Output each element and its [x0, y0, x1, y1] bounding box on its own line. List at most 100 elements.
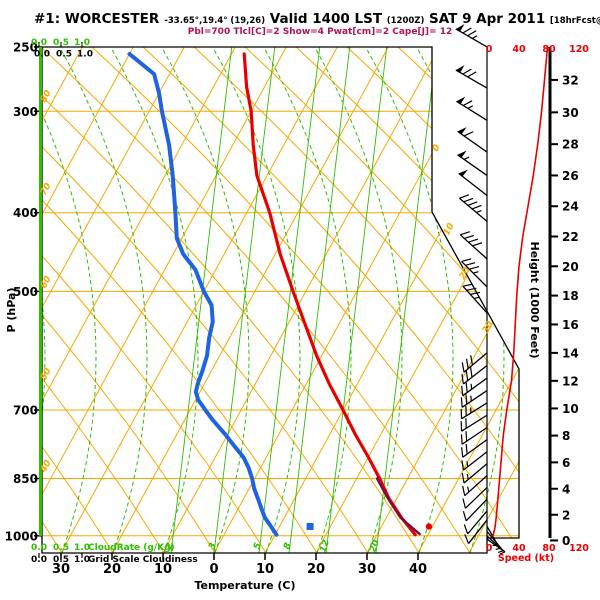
wind-barb-feather — [463, 524, 469, 535]
plot-frame — [34, 42, 520, 560]
speed-tick-label-top: 40 — [512, 44, 526, 55]
cloud-black-tick-bottom: 0.5 — [53, 555, 69, 565]
wind-barb-feather — [467, 201, 478, 206]
temperature-tick-label: 10 — [154, 562, 172, 577]
isotherm-line — [42, 47, 287, 553]
wind-barb-feather — [465, 370, 469, 381]
wind-barb — [486, 538, 506, 553]
wind-barb-feather — [463, 131, 474, 137]
dewpoint-curve — [127, 51, 279, 537]
wind-barb-flag — [455, 65, 465, 73]
valid-time: Valid 1400 LST — [265, 11, 387, 27]
temperature-axis-title: Temperature (C) — [194, 579, 295, 592]
wind-barb — [461, 426, 488, 445]
height-tick-label: 2 — [562, 508, 570, 522]
pressure-tick-label: 700 — [13, 404, 38, 418]
dry-adiabat-line — [42, 47, 165, 553]
wind-barb-feather — [461, 385, 464, 396]
wind-barb — [464, 475, 488, 497]
wind-barb-feather — [462, 485, 466, 496]
height-axis-title: Height (1000 Feet) — [528, 242, 541, 359]
parcel-overlay-curve — [375, 477, 421, 536]
height-tick-label: 22 — [562, 230, 579, 244]
wind-barb-feather — [460, 397, 463, 408]
wind-barb-feather — [462, 100, 473, 107]
cloud-green-tick-top: 1.0 — [74, 38, 90, 48]
wind-barb-half-feather — [473, 271, 479, 274]
temperature-tick-label: 20 — [307, 562, 325, 577]
temperature-tick-label: 30 — [358, 562, 376, 577]
wind-barb — [456, 100, 488, 121]
moist-adiabat-line — [42, 47, 97, 553]
height-tick-label: 16 — [562, 318, 579, 332]
wind-barb — [464, 486, 488, 509]
pressure-tick-label: 300 — [13, 105, 38, 119]
temperature-tick-label: 0 — [209, 562, 218, 577]
dry-adiabat-line — [42, 47, 369, 553]
surface-temp-dot — [425, 523, 433, 530]
height-tick-label: 30 — [562, 106, 579, 120]
wind-barb-feather — [461, 460, 464, 471]
cloud-black-tick-bottom: 0.0 — [31, 555, 47, 565]
wind-barb — [461, 390, 488, 408]
wind-barb-feather — [465, 394, 468, 405]
station-name: WORCESTER — [64, 11, 160, 27]
cloud-green-tick-top: 0.5 — [53, 38, 69, 48]
wind-barb-flag — [457, 150, 467, 158]
wind-barb-feather — [465, 262, 476, 266]
height-tick-label: 0 — [562, 534, 570, 548]
wind-barb-feather — [471, 204, 482, 210]
wind-barb-feather — [459, 194, 470, 199]
height-tick-label: 24 — [562, 200, 579, 214]
height-tick-label: 6 — [562, 456, 570, 470]
frame-outline — [41, 46, 520, 554]
surface-dewpoint-square — [306, 522, 314, 530]
wind-barb-feather — [465, 358, 469, 369]
dry-adiabat-line — [42, 47, 318, 553]
station-prefix: #1: — [34, 11, 65, 27]
moist-adiabat-line — [263, 47, 352, 553]
wind-barb-feather — [462, 27, 472, 34]
height-tick-label: 28 — [562, 138, 579, 152]
wind-barb-feather — [461, 362, 465, 373]
wind-barb — [462, 365, 488, 385]
wind-barb — [467, 510, 488, 535]
moist-adiabat-line — [59, 47, 148, 553]
dry-adiabat-line — [42, 47, 267, 553]
sounding-curves — [127, 51, 421, 537]
dry-adiabat-line — [142, 47, 519, 553]
mixing-ratio-label: 20 — [368, 539, 382, 554]
dry-adiabat-line — [42, 47, 420, 553]
wind-barb-feather — [464, 234, 475, 240]
wind-barb — [459, 234, 488, 260]
wind-barb-flag — [458, 169, 468, 177]
wind-barb — [455, 28, 488, 48]
wind-barb-half-feather — [467, 105, 474, 109]
isotherm-line — [162, 47, 440, 553]
speed-tick-label-top: 0 — [486, 44, 493, 55]
height-tick-label: 32 — [562, 73, 579, 87]
wind-barb-feather — [461, 374, 464, 385]
wind-barb-flag — [456, 96, 466, 104]
mixing-ratio-line — [258, 47, 321, 553]
wind-barb-feather — [466, 287, 477, 291]
wind-barb-feather — [472, 242, 483, 247]
wind-barb-feather — [460, 434, 463, 445]
wind-barb — [465, 498, 488, 522]
moist-adiabat-line — [212, 47, 301, 553]
cloud-green-tick-top: 0.0 — [31, 38, 47, 48]
wind-barb — [461, 402, 488, 420]
temperature-tick-label: 20 — [103, 562, 121, 577]
moist-adiabat-line — [314, 47, 403, 553]
wind-barb — [457, 130, 488, 153]
valid-z: (1200Z) — [386, 16, 425, 26]
wind-barb-half-feather — [473, 296, 480, 300]
pressure-tick-label: 1000 — [5, 529, 38, 543]
wind-barb — [486, 531, 502, 549]
isotherm-label-right: 0 — [431, 143, 443, 153]
wind-barb-half-feather — [470, 383, 473, 390]
wind-barb-half-feather — [466, 473, 469, 480]
pressure-tick-label: 250 — [13, 41, 38, 55]
wind-barb — [461, 414, 488, 432]
